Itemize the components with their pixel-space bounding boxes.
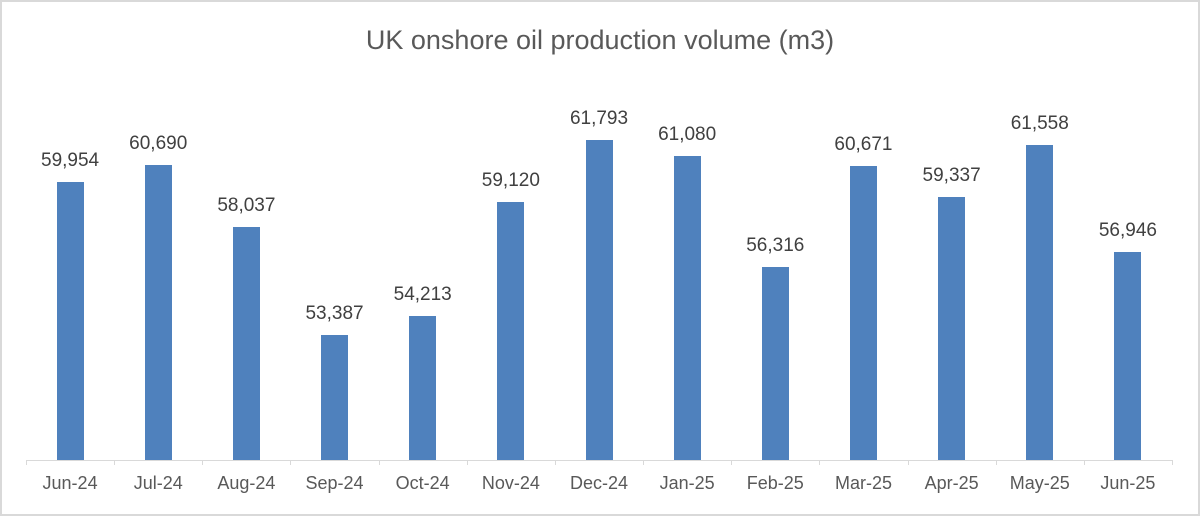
x-axis-label-may-25: May-25 xyxy=(1009,473,1070,493)
x-axis-tick xyxy=(290,460,292,465)
x-axis-label-nov-24: Nov-24 xyxy=(481,473,540,493)
bar-jun-24 xyxy=(57,182,84,460)
data-label-mar-25: 60,671 xyxy=(834,134,893,155)
x-axis-tick xyxy=(466,460,468,465)
x-axis-line xyxy=(26,460,1172,461)
x-axis-label-jan-25: Jan-25 xyxy=(659,473,715,493)
bar-sep-24 xyxy=(321,335,348,460)
bar-aug-24 xyxy=(233,227,260,460)
data-label-may-25: 61,558 xyxy=(1010,113,1069,134)
bar-jan-25 xyxy=(674,156,701,460)
x-axis-label-feb-25: Feb-25 xyxy=(746,473,804,493)
bar-dec-24 xyxy=(586,140,613,460)
x-axis-tick xyxy=(643,460,645,465)
data-label-aug-24: 58,037 xyxy=(217,195,276,216)
x-axis-tick xyxy=(26,460,27,465)
data-label-nov-24: 59,120 xyxy=(481,170,540,191)
x-axis-tick xyxy=(907,460,909,465)
chart-title: UK onshore oil production volume (m3) xyxy=(365,25,835,55)
bar-feb-25 xyxy=(762,267,789,460)
bar-apr-25 xyxy=(938,197,965,460)
x-axis-label-dec-24: Dec-24 xyxy=(569,473,629,493)
x-axis-label-jul-24: Jul-24 xyxy=(133,473,183,493)
data-label-jun-25: 56,946 xyxy=(1098,220,1157,241)
data-label-sep-24: 53,387 xyxy=(305,303,364,324)
data-label-feb-25: 56,316 xyxy=(746,235,805,256)
x-axis-tick xyxy=(378,460,380,465)
x-axis-label-oct-24: Oct-24 xyxy=(395,473,450,493)
data-label-jan-25: 61,080 xyxy=(658,124,717,145)
data-label-jun-24: 59,954 xyxy=(41,150,100,171)
x-axis-tick xyxy=(995,460,997,465)
x-axis-label-aug-24: Aug-24 xyxy=(217,473,276,493)
data-label-oct-24: 54,213 xyxy=(393,284,452,305)
x-axis-tick xyxy=(1083,460,1085,465)
x-axis-label-sep-24: Sep-24 xyxy=(305,473,364,493)
x-axis-tick xyxy=(114,460,116,465)
bar-nov-24 xyxy=(497,202,524,460)
data-label-dec-24: 61,793 xyxy=(569,108,629,129)
data-label-jul-24: 60,690 xyxy=(129,133,188,154)
x-axis-tick xyxy=(554,460,556,465)
x-axis-label-jun-25: Jun-25 xyxy=(1100,473,1156,493)
x-axis-tick xyxy=(202,460,204,465)
bar-jul-24 xyxy=(145,165,172,460)
bar-oct-24 xyxy=(409,316,436,460)
x-axis-tick xyxy=(731,460,733,465)
data-label-apr-25: 59,337 xyxy=(922,165,981,186)
x-axis-label-mar-25: Mar-25 xyxy=(834,473,892,493)
bar-may-25 xyxy=(1026,145,1053,460)
bar-jun-25 xyxy=(1114,252,1141,460)
x-axis-label-jun-24: Jun-24 xyxy=(42,473,98,493)
x-axis-tick xyxy=(1172,460,1173,465)
x-axis-tick xyxy=(819,460,821,465)
x-axis-label-apr-25: Apr-25 xyxy=(924,473,979,493)
bar-mar-25 xyxy=(850,166,877,460)
